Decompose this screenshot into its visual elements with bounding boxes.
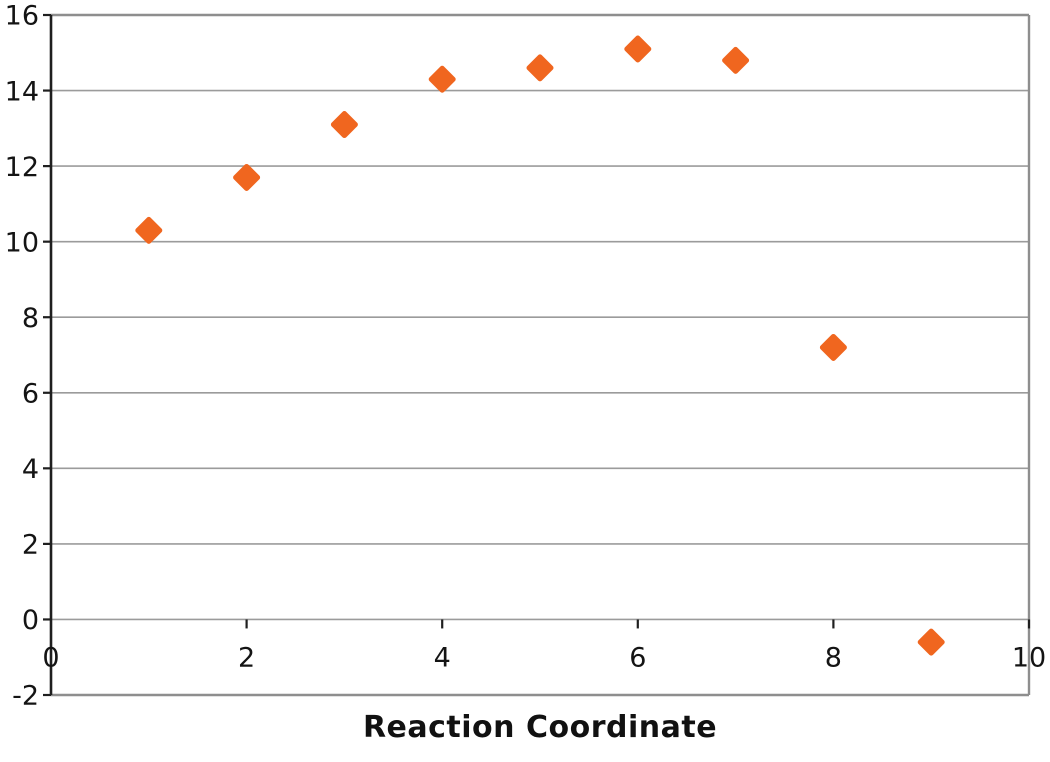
y-tick-label: 4	[22, 454, 39, 485]
data-point-diamond	[428, 65, 456, 93]
y-tick-label: 12	[5, 152, 39, 183]
data-point-diamond	[330, 111, 358, 139]
x-tick-label: 6	[629, 642, 646, 673]
data-point-diamond	[819, 333, 847, 361]
x-tick-label: 4	[434, 642, 451, 673]
x-tick-label: 2	[238, 642, 255, 673]
y-tick-label: -2	[12, 681, 39, 712]
x-tick-label: 8	[825, 642, 842, 673]
y-tick-label: 10	[5, 227, 39, 258]
data-point-diamond	[722, 46, 750, 74]
data-point-diamond	[624, 35, 652, 63]
y-tick-label: 16	[5, 1, 39, 32]
y-tick-label: 6	[22, 378, 39, 409]
x-tick-label: 10	[1012, 642, 1046, 673]
data-point-diamond	[135, 216, 163, 244]
data-point-diamond	[526, 54, 554, 82]
data-point-diamond	[233, 163, 261, 191]
y-tick-label: 8	[22, 303, 39, 334]
y-tick-label: 0	[22, 605, 39, 636]
x-axis-title: Reaction Coordinate	[362, 710, 718, 745]
y-tick-label: 14	[5, 76, 39, 107]
y-tick-label: 2	[22, 530, 39, 561]
x-tick-label: 0	[42, 642, 59, 673]
data-point-diamond	[917, 628, 945, 656]
